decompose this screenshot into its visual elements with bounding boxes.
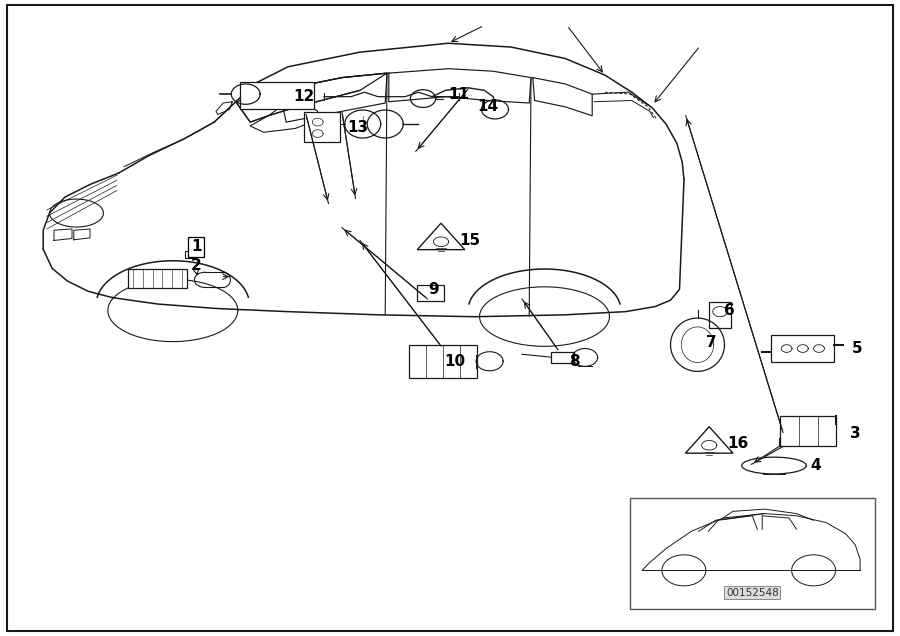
Bar bbox=[417, 284, 444, 300]
Text: 12: 12 bbox=[293, 89, 315, 104]
Bar bbox=[551, 352, 574, 363]
Bar bbox=[304, 112, 340, 142]
Text: 3: 3 bbox=[850, 426, 860, 441]
Polygon shape bbox=[418, 223, 464, 250]
Text: 4: 4 bbox=[810, 458, 821, 473]
Text: 9: 9 bbox=[428, 282, 439, 297]
Text: 8: 8 bbox=[569, 354, 580, 369]
Text: 13: 13 bbox=[347, 120, 369, 135]
Text: 2: 2 bbox=[191, 258, 202, 273]
Text: 11: 11 bbox=[448, 86, 470, 102]
Bar bbox=[128, 269, 187, 288]
Text: 16: 16 bbox=[727, 436, 749, 452]
Text: 6: 6 bbox=[724, 303, 734, 318]
Bar bbox=[709, 302, 732, 328]
Bar bbox=[771, 335, 834, 362]
Text: 7: 7 bbox=[706, 335, 716, 350]
Text: 14: 14 bbox=[477, 99, 499, 114]
Text: 5: 5 bbox=[851, 341, 862, 356]
Text: 15: 15 bbox=[459, 233, 481, 248]
Bar bbox=[780, 416, 836, 446]
Bar bbox=[630, 498, 875, 609]
Text: 10: 10 bbox=[444, 354, 465, 369]
Text: 00152548: 00152548 bbox=[726, 588, 778, 598]
Polygon shape bbox=[686, 427, 733, 453]
Bar bbox=[240, 82, 314, 109]
Bar bbox=[409, 345, 477, 378]
Text: 1: 1 bbox=[191, 239, 202, 254]
